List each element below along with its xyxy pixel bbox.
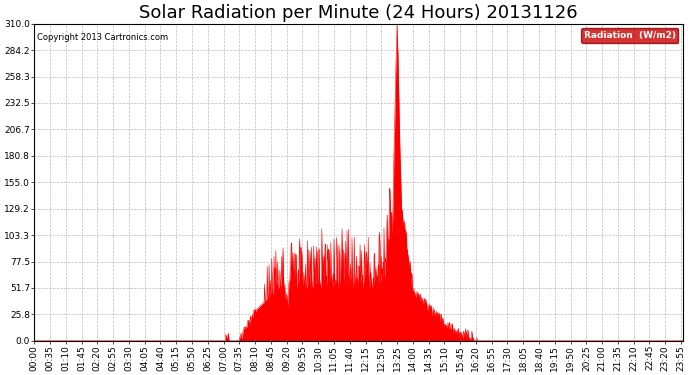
Title: Solar Radiation per Minute (24 Hours) 20131126: Solar Radiation per Minute (24 Hours) 20…: [139, 4, 578, 22]
Text: Copyright 2013 Cartronics.com: Copyright 2013 Cartronics.com: [37, 33, 168, 42]
Legend: Radiation  (W/m2): Radiation (W/m2): [581, 28, 678, 43]
